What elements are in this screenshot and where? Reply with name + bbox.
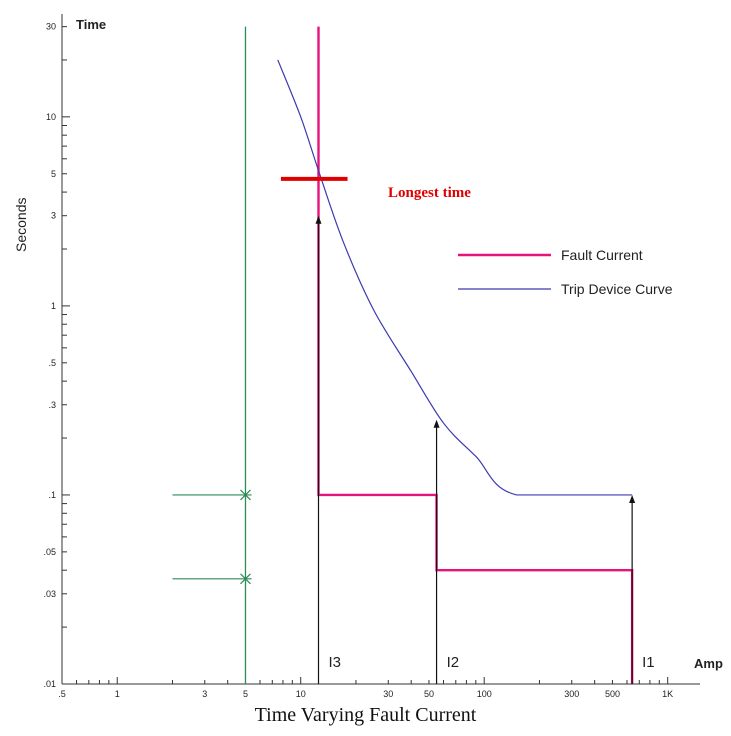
x-tick-label: 300 — [564, 689, 579, 699]
y-tick-label: .1 — [48, 490, 56, 500]
x-tick-label: 30 — [383, 689, 393, 699]
y-tick-label: 1 — [51, 301, 56, 311]
y-axis-title-seconds: Seconds — [13, 198, 29, 252]
x-axis-title-amp: Amp — [694, 656, 723, 671]
y-ticks: .01 .03 .05 .1 .3 .5 1 3 5 10 30 — [43, 22, 70, 689]
x-tick-label: 10 — [296, 689, 306, 699]
current-marker-arrowhead — [433, 419, 440, 428]
current-marker-arrowhead — [315, 215, 322, 224]
y-axis-title-time: Time — [76, 17, 106, 32]
current-marker-arrowhead — [629, 494, 636, 503]
longest-time-label: Longest time — [388, 185, 471, 201]
x-marker — [240, 573, 251, 585]
legend-label: Trip Device Curve — [561, 281, 673, 297]
chart-title: Time Varying Fault Current — [254, 704, 477, 726]
reference-line-group — [172, 26, 252, 684]
longest-time-annotation: Longest time — [280, 176, 471, 201]
plot-series — [277, 26, 634, 684]
current-markers: I3 I2 I1 — [315, 215, 655, 684]
x-tick-label: 1K — [662, 689, 673, 699]
x-ticks: .5 1 3 5 10 30 50 100 300 500 1K — [58, 677, 673, 699]
legend: Fault Current Trip Device Curve — [458, 247, 673, 297]
y-tick-label: .3 — [48, 400, 56, 410]
y-tick-label: 5 — [51, 169, 56, 179]
current-marker-label: I1 — [642, 654, 655, 671]
x-tick-label: 3 — [202, 689, 207, 699]
legend-label: Fault Current — [561, 247, 643, 263]
series-fault-current — [317, 26, 634, 684]
x-marker — [240, 489, 251, 501]
current-marker-label: I2 — [447, 654, 460, 671]
x-tick-label: 50 — [424, 689, 434, 699]
x-tick-label: 1 — [115, 689, 120, 699]
x-tick-label: 100 — [477, 689, 492, 699]
series-trip-device-curve — [277, 59, 633, 496]
y-tick-label: 10 — [46, 112, 56, 122]
x-tick-label: 5 — [243, 689, 248, 699]
y-tick-label: 30 — [46, 22, 56, 32]
x-tick-label: .5 — [58, 689, 66, 699]
y-tick-label: 3 — [51, 211, 56, 221]
current-marker-label: I3 — [329, 654, 342, 671]
y-tick-label: .01 — [43, 679, 56, 689]
x-tick-label: 500 — [605, 689, 620, 699]
y-tick-label: .03 — [43, 589, 56, 599]
axes — [61, 14, 700, 685]
y-tick-label: .05 — [43, 547, 56, 557]
y-tick-label: .5 — [48, 358, 56, 368]
